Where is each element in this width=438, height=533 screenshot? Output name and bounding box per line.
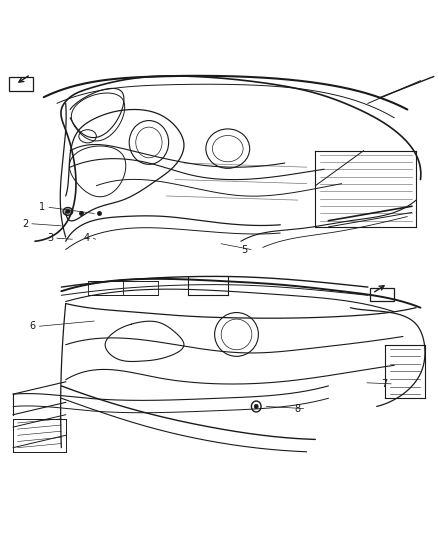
Text: 7: 7 <box>381 379 388 389</box>
Ellipse shape <box>254 405 258 409</box>
Text: 5: 5 <box>241 245 247 254</box>
Text: 6: 6 <box>30 321 36 331</box>
Ellipse shape <box>66 209 70 213</box>
Ellipse shape <box>63 207 73 215</box>
Text: 3: 3 <box>47 233 53 243</box>
Text: 2: 2 <box>22 219 28 229</box>
Text: 8: 8 <box>294 403 300 414</box>
Text: 4: 4 <box>84 233 90 243</box>
Text: 1: 1 <box>39 203 46 212</box>
